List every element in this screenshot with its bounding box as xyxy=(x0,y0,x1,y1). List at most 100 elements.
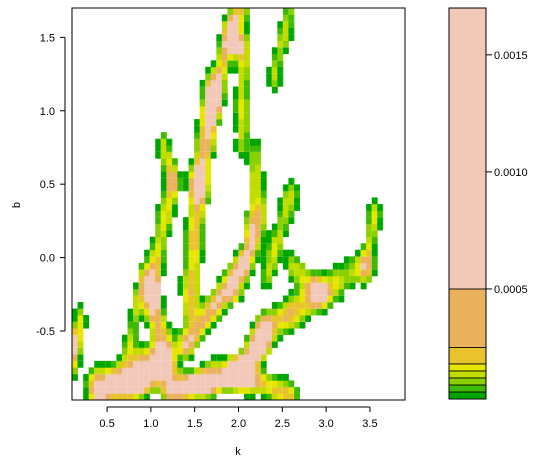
contour-cell xyxy=(199,119,206,126)
contour-cell xyxy=(188,295,195,303)
contour-cell xyxy=(282,8,289,15)
contour-cell xyxy=(355,269,361,277)
contour-cell xyxy=(255,341,262,349)
contour-cell xyxy=(238,106,245,113)
contour-cell xyxy=(232,99,239,107)
contour-cell xyxy=(288,393,295,400)
contour-cell xyxy=(260,197,267,205)
contour-cell xyxy=(155,230,162,238)
contour-cell xyxy=(349,256,356,264)
contour-cell xyxy=(199,302,206,309)
contour-cell xyxy=(255,354,262,362)
contour-cell xyxy=(371,204,378,211)
contour-cell xyxy=(110,380,117,388)
contour-cell xyxy=(138,393,145,400)
contour-cell xyxy=(221,14,228,22)
contour-cell xyxy=(305,269,312,277)
contour-cell xyxy=(210,302,217,309)
contour-cell xyxy=(288,217,295,224)
contour-cell xyxy=(205,138,212,146)
contour-cell xyxy=(249,354,256,362)
contour-cell xyxy=(244,99,250,107)
contour-cell xyxy=(94,367,101,375)
contour-cell xyxy=(232,47,239,55)
contour-cell xyxy=(171,158,178,166)
contour-cell xyxy=(205,112,212,120)
contour-cell xyxy=(371,230,378,238)
contour-cell xyxy=(183,177,189,185)
contour-cell xyxy=(138,347,145,355)
contour-cell xyxy=(294,302,300,309)
contour-cell xyxy=(249,164,256,172)
contour-cell xyxy=(260,282,267,290)
contour-cell xyxy=(271,223,278,231)
contour-cell xyxy=(194,249,201,257)
contour-cell xyxy=(210,308,217,316)
contour-cell xyxy=(188,302,195,309)
contour-cell xyxy=(294,288,300,296)
contour-cell xyxy=(144,321,151,329)
contour-cell xyxy=(188,282,195,290)
contour-cell xyxy=(355,275,361,283)
contour-cell xyxy=(149,334,156,342)
legend-tick-label: 0.0015 xyxy=(494,50,528,62)
contour-cell xyxy=(255,158,262,166)
contour-cell xyxy=(216,295,223,303)
contour-cell xyxy=(144,347,151,355)
contour-cell xyxy=(327,275,334,283)
contour-cell xyxy=(260,177,267,185)
contour-cell xyxy=(149,282,156,290)
contour-cell xyxy=(160,190,167,198)
contour-cell xyxy=(194,119,201,126)
contour-cell xyxy=(244,354,250,362)
contour-cell xyxy=(260,367,267,375)
contour-cell xyxy=(260,386,267,394)
contour-cell xyxy=(199,315,206,322)
contour-cell xyxy=(260,256,267,264)
contour-cell xyxy=(244,92,250,100)
contour-cell xyxy=(332,282,339,290)
contour-cell xyxy=(72,360,78,368)
contour-cell xyxy=(371,236,378,244)
contour-cell xyxy=(210,354,217,362)
contour-cell xyxy=(244,236,250,244)
x-tick-label: 2.0 xyxy=(231,418,246,430)
contour-cell xyxy=(83,315,90,322)
contour-cell xyxy=(277,47,284,55)
contour-cell xyxy=(238,92,245,100)
contour-cell xyxy=(371,217,378,224)
contour-cell xyxy=(271,393,278,400)
contour-cell xyxy=(238,14,245,22)
contour-cell xyxy=(238,262,245,270)
contour-cell xyxy=(343,269,350,277)
contour-cell xyxy=(271,256,278,264)
contour-cell xyxy=(199,321,206,329)
contour-cell xyxy=(160,217,167,224)
contour-cell xyxy=(138,269,145,277)
contour-cell xyxy=(244,269,250,277)
contour-cell xyxy=(199,328,206,336)
contour-cell xyxy=(277,302,284,309)
contour-cell xyxy=(355,256,361,264)
contour-cell xyxy=(260,190,267,198)
contour-cell xyxy=(160,249,167,257)
contour-cell xyxy=(194,177,201,185)
contour-cell xyxy=(127,321,134,329)
contour-cell xyxy=(249,360,256,368)
contour-cell xyxy=(288,177,295,185)
contour-cell xyxy=(77,302,84,309)
contour-cell xyxy=(94,373,101,381)
contour-cell xyxy=(88,380,95,388)
contour-cell xyxy=(221,47,228,55)
contour-cell xyxy=(121,367,128,375)
contour-cell xyxy=(249,347,256,355)
contour-cell xyxy=(210,60,217,68)
contour-cell xyxy=(232,8,239,15)
contour-cell xyxy=(260,236,267,244)
contour-cell xyxy=(116,373,123,381)
contour-cell xyxy=(166,334,173,342)
contour-cell xyxy=(271,341,278,349)
contour-cell xyxy=(194,190,201,198)
contour-cell xyxy=(244,243,250,251)
contour-cell xyxy=(282,262,289,270)
